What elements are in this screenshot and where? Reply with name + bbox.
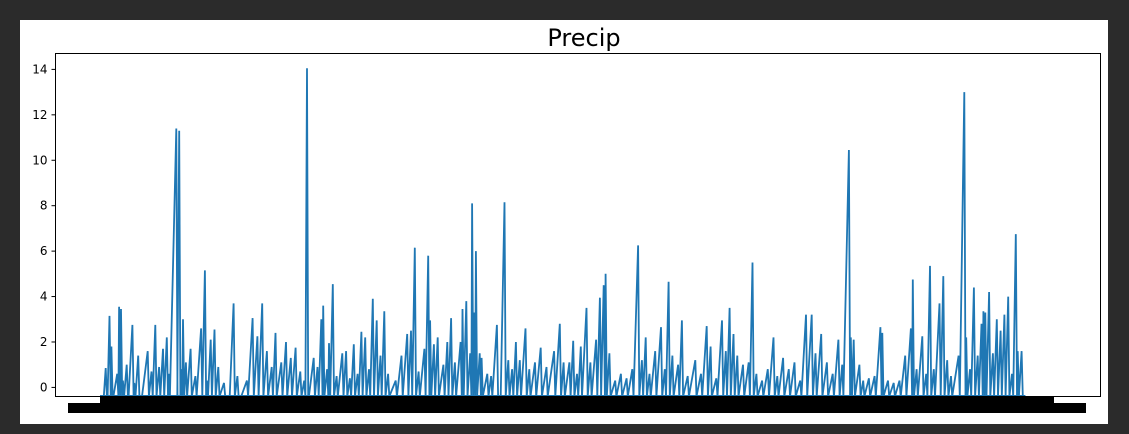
y-tick-label: 8 [40,199,48,213]
y-tick-label: 2 [40,335,48,349]
x-tick-labels-band [68,403,1086,413]
y-axis: 0 2 4 6 8 10 12 14 [32,62,56,394]
series-layer [100,68,1026,398]
precip-line-chart: Precip 0 2 4 6 8 10 12 14 [32,24,1101,413]
chart-title: Precip [547,24,620,52]
plot-frame [55,53,1101,397]
y-tick-label: 14 [32,62,47,76]
y-tick-label: 6 [40,244,48,258]
y-tick-label: 0 [40,380,48,394]
x-tick-marks-band [100,397,1054,403]
y-tick-label: 4 [40,290,48,304]
y-tick-label: 10 [32,153,47,167]
figure: Precip 0 2 4 6 8 10 12 14 [20,20,1108,424]
precip-series-line [100,68,1026,398]
y-tick-label: 12 [32,108,47,122]
x-axis [68,397,1086,413]
